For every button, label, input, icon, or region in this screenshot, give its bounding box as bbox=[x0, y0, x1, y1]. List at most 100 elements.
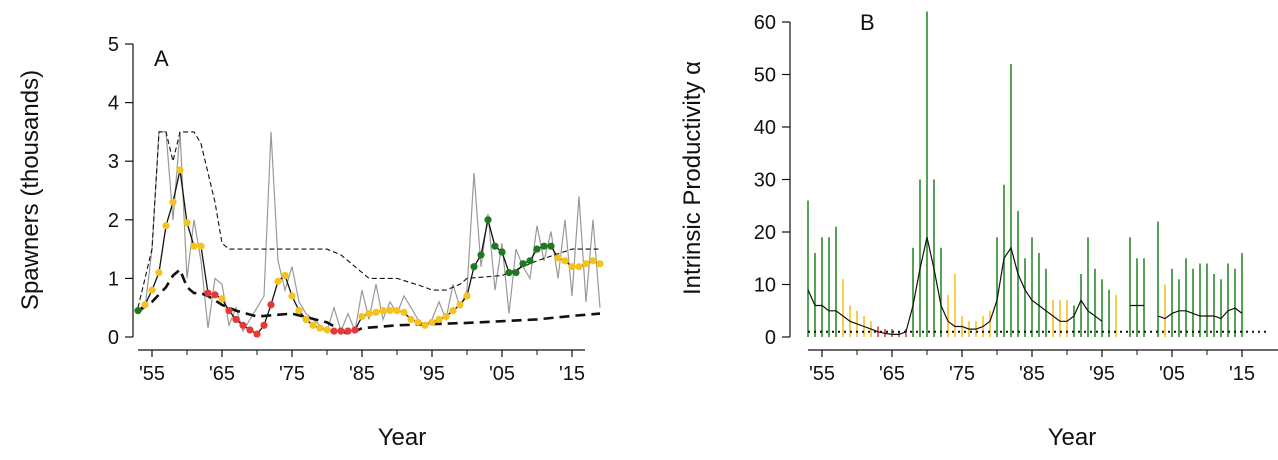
spawner-status-point bbox=[582, 260, 590, 268]
panel-b-y-tick-label: 0 bbox=[765, 327, 776, 349]
observed-spawners-line bbox=[137, 131, 601, 334]
spawner-status-point bbox=[554, 254, 562, 262]
spawner-status-point bbox=[253, 330, 261, 338]
panel-b-y-axis-title: Intrinsic Productivity α bbox=[679, 61, 706, 295]
spawner-status-point bbox=[239, 321, 247, 329]
panel-a-x-axis-title: Year bbox=[378, 424, 427, 451]
panel-b-x-tick-label: '75 bbox=[949, 363, 975, 385]
spawner-status-point bbox=[505, 268, 513, 277]
panel-b-y-tick-label: 10 bbox=[754, 275, 776, 297]
panel-b-x-tick-label: '65 bbox=[879, 363, 905, 385]
panel-b-x-tick-label: '05 bbox=[1159, 363, 1185, 385]
spawner-status-point bbox=[302, 315, 310, 324]
spawner-status-point bbox=[477, 251, 485, 259]
smoothed-spawners-line bbox=[137, 169, 601, 335]
spawner-status-point bbox=[407, 315, 415, 324]
panel-b-x-tick-label: '15 bbox=[1229, 363, 1255, 385]
panel-a-y-tick-label: 2 bbox=[108, 210, 119, 232]
panel-b-x-tick-label: '85 bbox=[1019, 363, 1045, 385]
spawner-status-point bbox=[568, 263, 576, 271]
spawner-status-point bbox=[218, 295, 226, 303]
spawner-status-point bbox=[274, 277, 282, 285]
spawner-status-point bbox=[456, 301, 464, 309]
spawner-status-point bbox=[148, 286, 156, 294]
panel-b: 0 10 20 30 40 50 60 '55 '65 '75 '85 '95 '05 '15 Year In… bbox=[679, 10, 1278, 451]
spawner-status-point bbox=[337, 327, 345, 335]
panel-a-x-tick-label: '85 bbox=[349, 363, 375, 385]
panel-a-y-tick-label: 5 bbox=[108, 34, 119, 56]
spawner-status-point bbox=[365, 309, 373, 318]
spawner-status-point bbox=[169, 198, 177, 206]
spawner-status-point bbox=[526, 257, 534, 265]
spawner-status-point bbox=[225, 307, 233, 315]
panel-a-y-axis-title: Spawners (thousands) bbox=[17, 70, 44, 310]
spawner-status-point bbox=[358, 312, 366, 321]
lower-benchmark-line bbox=[137, 267, 601, 336]
spawner-status-point bbox=[561, 257, 569, 265]
spawner-status-point bbox=[393, 307, 401, 315]
spawner-status-point bbox=[498, 248, 506, 256]
panel-b-y-tick-label: 60 bbox=[754, 12, 776, 34]
panel-a-x-tick-label: '95 bbox=[419, 363, 445, 385]
panel-a-y-tick-label: 0 bbox=[108, 327, 119, 349]
panel-a: 0 1 2 3 4 5 '55 '65 '75 '85 '95 '05 '15 Year Spawners … bbox=[17, 34, 604, 451]
panel-a-x-tick-label: '15 bbox=[559, 363, 585, 385]
panel-b-x-tick-label: '95 bbox=[1089, 363, 1115, 385]
panel-a-y-tick-label: 4 bbox=[108, 93, 119, 115]
spawner-status-point bbox=[183, 219, 191, 227]
spawner-status-point bbox=[547, 242, 555, 250]
spawner-status-point bbox=[260, 321, 268, 329]
panel-a-y-tick-label: 3 bbox=[108, 151, 119, 173]
panel-a-x-tick-label: '55 bbox=[139, 363, 165, 385]
spawner-status-point bbox=[141, 301, 149, 309]
panel-b-y-tick-label: 20 bbox=[754, 222, 776, 244]
panel-b-panel-label: B bbox=[860, 10, 875, 35]
panel-a-x-tick-label: '75 bbox=[279, 363, 305, 385]
spawner-status-point bbox=[316, 324, 324, 332]
spawner-status-point bbox=[134, 307, 142, 315]
panel-a-y-tick-label: 1 bbox=[108, 268, 119, 290]
spawner-status-point bbox=[442, 312, 450, 321]
spawner-status-point bbox=[288, 292, 296, 300]
panel-b-y-tick-label: 30 bbox=[754, 170, 776, 192]
panel-b-y-tick-label: 50 bbox=[754, 65, 776, 87]
spawner-status-point bbox=[211, 291, 219, 299]
spawner-status-point bbox=[512, 268, 520, 277]
spawner-status-point bbox=[351, 326, 359, 334]
spawner-status-point bbox=[295, 307, 303, 315]
spawner-status-point bbox=[386, 307, 394, 315]
spawner-status-point bbox=[540, 242, 548, 250]
panel-b-x-axis-title: Year bbox=[1048, 424, 1097, 451]
median-productivity-line bbox=[807, 237, 1243, 335]
spawner-status-point bbox=[344, 327, 352, 335]
spawner-status-point bbox=[470, 263, 478, 271]
spawner-status-point bbox=[491, 242, 499, 250]
spawner-status-point bbox=[589, 257, 597, 265]
spawner-status-point bbox=[372, 308, 380, 316]
spawner-status-point bbox=[400, 308, 408, 316]
spawner-status-point bbox=[176, 166, 184, 174]
spawner-status-point bbox=[575, 263, 583, 271]
spawner-status-point bbox=[246, 326, 254, 334]
panel-b-y-tick-label: 40 bbox=[754, 117, 776, 139]
spawner-status-point bbox=[449, 307, 457, 315]
spawner-status-point bbox=[204, 289, 212, 297]
spawner-status-point bbox=[197, 242, 205, 250]
spawner-status-point bbox=[533, 245, 541, 253]
spawner-status-point bbox=[379, 307, 387, 315]
spawner-status-point bbox=[162, 222, 170, 230]
panel-a-panel-label: A bbox=[154, 46, 169, 71]
upper-benchmark-line bbox=[137, 131, 600, 308]
spawner-status-point bbox=[232, 315, 240, 324]
panel-a-x-tick-label: '05 bbox=[489, 363, 515, 385]
spawner-status-point bbox=[155, 268, 163, 277]
spawner-status-point bbox=[190, 242, 198, 250]
spawner-status-point bbox=[463, 292, 471, 300]
spawner-status-point bbox=[309, 321, 317, 329]
spawner-status-point bbox=[428, 318, 436, 326]
spawner-status-point bbox=[267, 301, 275, 309]
panel-b-x-tick-label: '55 bbox=[809, 363, 835, 385]
spawner-status-point bbox=[323, 326, 331, 334]
spawner-status-point bbox=[519, 260, 527, 268]
spawner-status-point bbox=[421, 321, 429, 329]
